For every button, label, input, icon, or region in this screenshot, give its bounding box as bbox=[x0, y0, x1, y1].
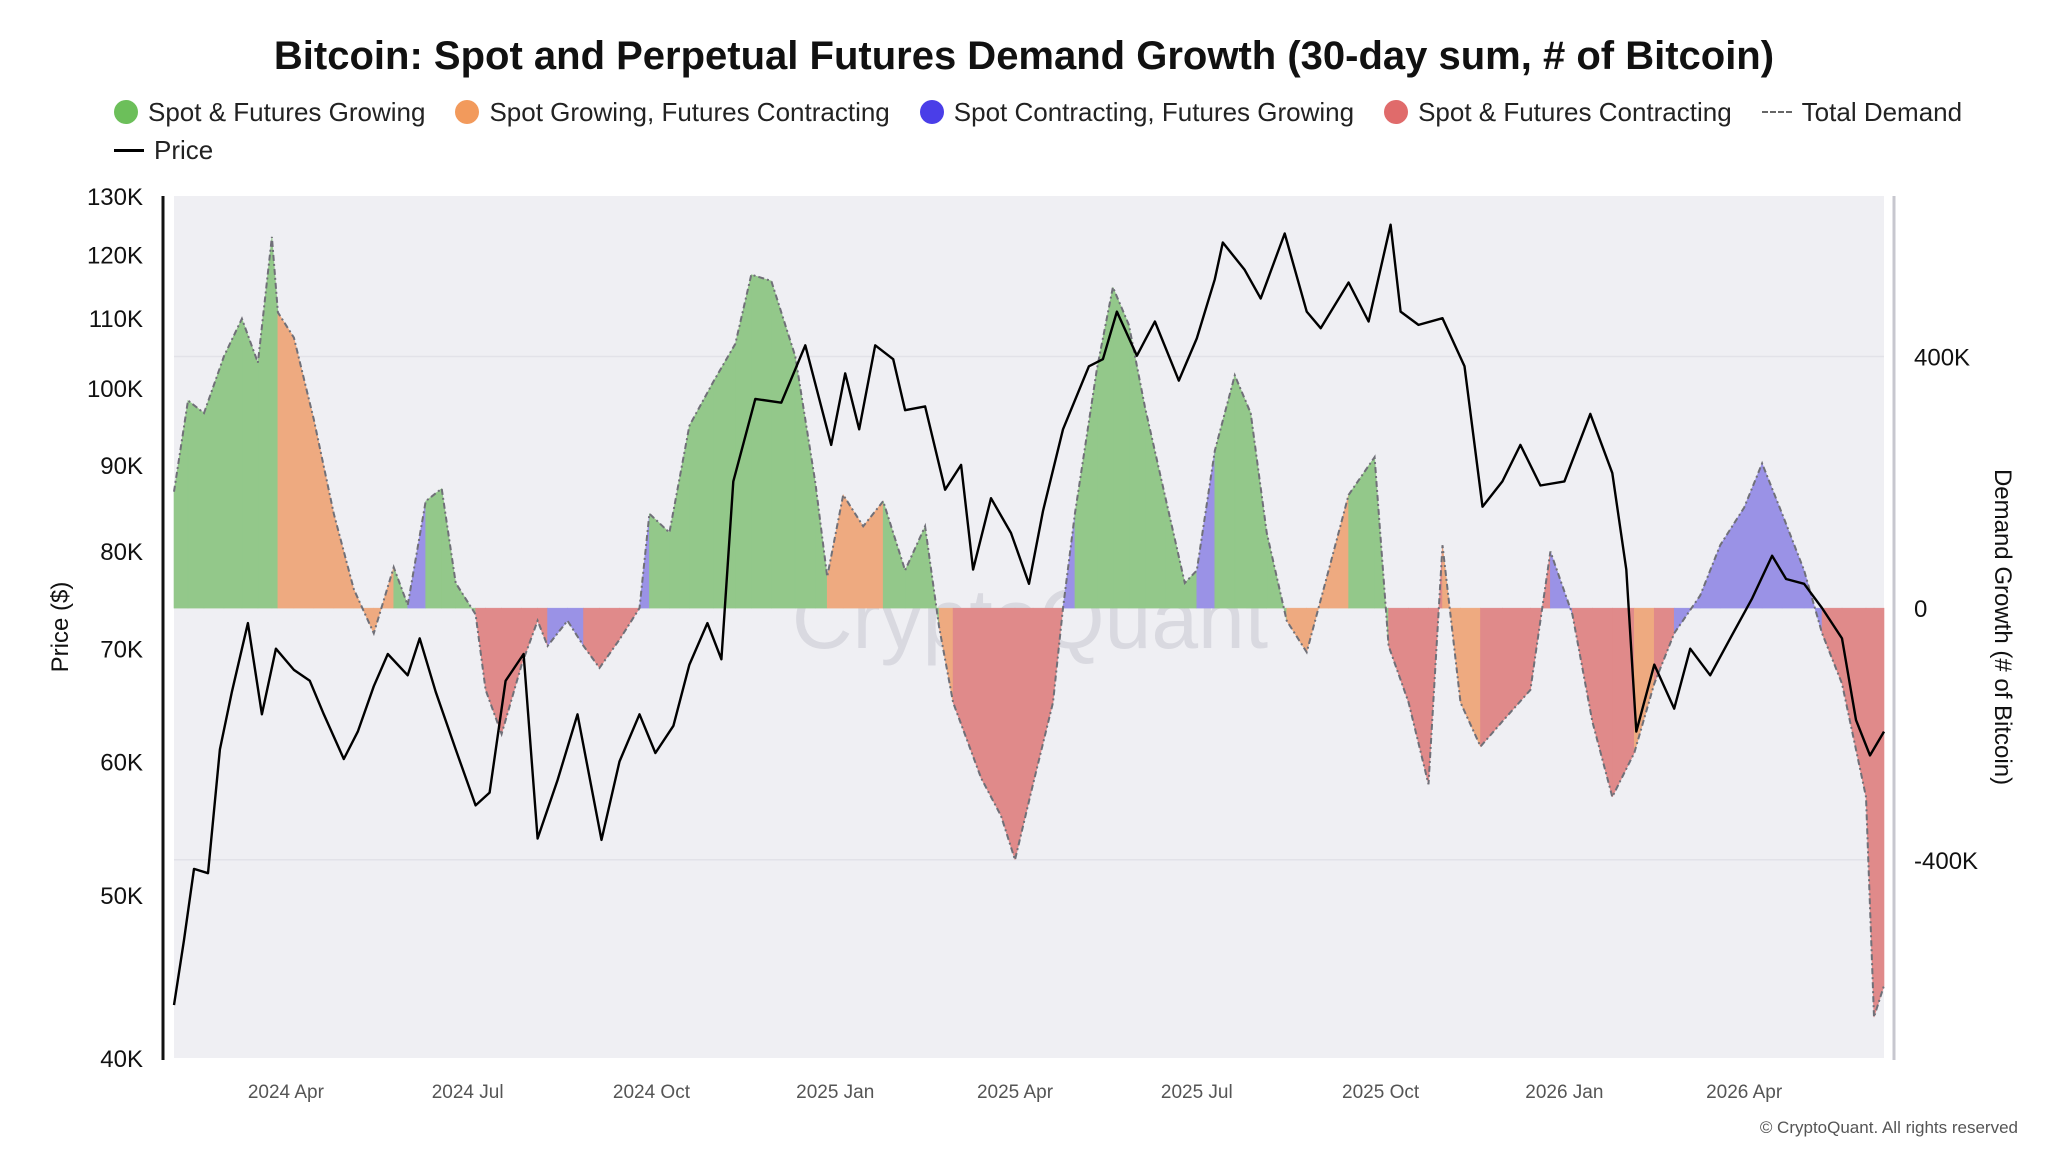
legend-item-spot-futures-contracting[interactable]: Spot & Futures Contracting bbox=[1384, 96, 1732, 128]
left-tick-label: 100K bbox=[87, 376, 143, 403]
legend-label: Spot & Futures Growing bbox=[148, 96, 426, 127]
demand-area-segment bbox=[223, 318, 243, 609]
legend-label: Spot & Futures Contracting bbox=[1418, 96, 1732, 127]
left-tick-label: 40K bbox=[100, 1046, 143, 1073]
copyright-notice: © CryptoQuant. All rights reserved bbox=[1759, 1118, 2018, 1137]
chart-title: Bitcoin: Spot and Perpetual Futures Dema… bbox=[273, 34, 1775, 78]
legend-item-price[interactable]: Price bbox=[114, 134, 213, 166]
left-tick-label: 60K bbox=[100, 749, 143, 776]
grid-lines bbox=[174, 355, 1884, 861]
left-tick-label: 50K bbox=[100, 883, 143, 910]
x-tick-label: 2024 Jul bbox=[432, 1082, 504, 1103]
legend-line-icon bbox=[114, 148, 144, 152]
x-tick-label: 2024 Apr bbox=[248, 1082, 325, 1103]
legend-label: Total Demand bbox=[1801, 96, 1963, 127]
price-line bbox=[172, 223, 1886, 1006]
demand-area-segment bbox=[277, 311, 295, 609]
legend-dot-icon bbox=[114, 100, 138, 124]
legend-dot-icon bbox=[919, 100, 944, 124]
left-tick-label: 70K bbox=[100, 637, 143, 664]
demand-area-segment bbox=[425, 487, 442, 609]
legend-dot-icon bbox=[1384, 100, 1409, 124]
legend-label: Spot Contracting, Futures Growing bbox=[953, 96, 1355, 127]
x-tick-label: 2025 Jan bbox=[796, 1082, 874, 1103]
x-tick-label: 2025 Apr bbox=[977, 1082, 1054, 1103]
right-axis-ticks: 400K 0 -400K bbox=[1914, 344, 1978, 874]
left-tick-label: 80K bbox=[100, 539, 143, 566]
legend-label: Spot Growing, Futures Contracting bbox=[489, 96, 890, 127]
left-axis-label: Price ($) bbox=[47, 582, 74, 673]
left-tick-label: 90K bbox=[100, 453, 143, 480]
demand-area-segment bbox=[619, 607, 641, 641]
legend-item-spot-contracting-futures-growing[interactable]: Spot Contracting, Futures Growing bbox=[919, 96, 1355, 128]
x-axis-ticks: 2024 Apr 2024 Jul 2024 Oct 2025 Jan 2025 Apr… bbox=[248, 1082, 1783, 1103]
x-tick-label: 2026 Jan bbox=[1525, 1082, 1603, 1103]
demand-area-segment bbox=[751, 274, 772, 609]
x-tick-label: 2025 Jul bbox=[1161, 1082, 1233, 1103]
price-path bbox=[172, 223, 1886, 1006]
demand-area-segment bbox=[1873, 607, 1885, 1018]
total-demand-path bbox=[173, 236, 1885, 1018]
demand-area-segment bbox=[241, 318, 259, 609]
legend-dash-icon bbox=[1761, 111, 1792, 113]
x-tick-label: 2026 Apr bbox=[1706, 1082, 1783, 1103]
x-tick-label: 2025 Oct bbox=[1342, 1082, 1420, 1103]
right-axis-label: Demand Growth (# of Bitcoin) bbox=[1989, 469, 2016, 785]
right-tick-label: 0 bbox=[1914, 596, 1927, 623]
left-tick-label: 130K bbox=[87, 184, 143, 211]
demand-area-segment bbox=[1234, 375, 1252, 609]
legend-item-total-demand[interactable]: Total Demand bbox=[1761, 96, 1963, 128]
demand-area-segment bbox=[187, 399, 205, 609]
left-tick-label: 120K bbox=[87, 243, 143, 270]
right-tick-label: 400K bbox=[1914, 344, 1970, 371]
legend-dot-icon bbox=[455, 100, 480, 124]
legend-label: Price bbox=[154, 134, 214, 165]
left-tick-label: 110K bbox=[89, 306, 143, 333]
legend-item-spot-futures-growing[interactable]: Spot & Futures Growing bbox=[114, 96, 425, 128]
demand-area-segment bbox=[713, 342, 736, 609]
legend: Spot & Futures Growing Spot Growing, Fut… bbox=[114, 96, 1994, 166]
x-tick-label: 2024 Oct bbox=[613, 1082, 691, 1103]
left-axis-ticks: 40K 50K 60K 70K 80K 90K 100K 110K 120K 130K bbox=[87, 184, 143, 1073]
right-tick-label: -400K bbox=[1914, 848, 1978, 875]
legend-item-spot-growing-futures-contracting[interactable]: Spot Growing, Futures Contracting bbox=[455, 96, 890, 128]
total-demand-line bbox=[173, 236, 1885, 1018]
